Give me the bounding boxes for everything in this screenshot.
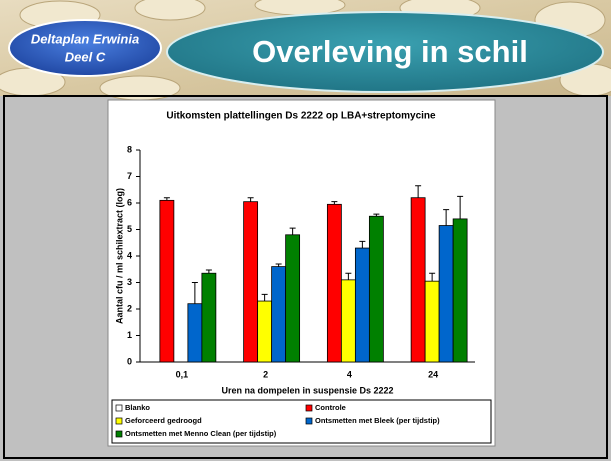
bar	[326, 203, 342, 363]
badge-line2: Deel C	[65, 49, 106, 64]
bar	[368, 215, 384, 363]
error-bar	[289, 227, 296, 235]
chart-title: Uitkomsten plattellingen Ds 2222 op LBA+…	[166, 111, 436, 122]
legend-label: Ontsmetten met Menno Clean (per tijdstip…	[125, 429, 277, 438]
badge	[8, 19, 162, 77]
slide-frame	[3, 95, 608, 459]
error-bar	[429, 272, 436, 282]
title-oval	[166, 11, 604, 93]
bar	[271, 266, 287, 363]
bar	[285, 234, 301, 363]
x-tick-label: 2	[263, 369, 268, 379]
error-bar	[443, 209, 450, 226]
x-tick-label: 4	[347, 369, 352, 379]
badge-line1: Deltaplan Erwinia	[31, 31, 139, 46]
y-tick-label: 2	[127, 303, 132, 313]
bar	[452, 218, 468, 363]
legend-swatch	[305, 417, 313, 425]
y-tick-label: 7	[127, 171, 132, 181]
y-tick-label: 4	[127, 250, 132, 260]
y-tick-label: 0	[127, 356, 132, 366]
legend-label: Blanko	[125, 403, 150, 412]
chart: Uitkomsten plattellingen Ds 2222 op LBA+…	[111, 111, 492, 444]
x-axis-label: Uren na dompelen in suspensie Ds 2222	[221, 385, 393, 395]
bar	[257, 300, 273, 363]
slide-title: Overleving in schil	[252, 34, 528, 69]
error-bar	[247, 197, 254, 202]
y-axis-label: Aantal cfu / ml schilextract (log)	[114, 188, 124, 324]
y-tick-label: 1	[127, 330, 132, 340]
error-bar	[345, 272, 352, 280]
bar	[438, 225, 454, 363]
legend-label: Geforceerd gedroogd	[125, 416, 202, 425]
error-bar	[359, 240, 366, 249]
error-bar	[191, 282, 198, 304]
legend-swatch	[305, 404, 313, 412]
y-tick-label: 5	[127, 224, 132, 234]
error-bar	[163, 197, 170, 201]
bar	[243, 201, 259, 363]
error-bar	[373, 213, 380, 217]
legend-swatch	[115, 417, 123, 425]
bar	[340, 279, 356, 363]
bar	[424, 280, 440, 363]
y-tick-label: 8	[127, 144, 132, 154]
x-tick-label: 24	[428, 369, 438, 379]
legend-swatch	[115, 404, 123, 412]
bar	[354, 247, 370, 363]
error-bar	[457, 195, 464, 219]
legend-box	[111, 399, 492, 444]
y-tick-label: 3	[127, 277, 132, 287]
error-bar	[415, 185, 422, 198]
error-bar	[205, 269, 212, 274]
legend-swatch	[115, 430, 123, 438]
error-bar	[331, 201, 338, 205]
bar	[410, 197, 426, 363]
legend-label: Ontsmetten met Bleek (per tijdstip)	[315, 416, 440, 425]
legend-label: Controle	[315, 403, 346, 412]
bar	[159, 199, 175, 363]
x-tick-label: 0,1	[176, 369, 189, 379]
bar	[201, 272, 217, 363]
error-bar	[261, 293, 268, 302]
error-bar	[275, 263, 282, 267]
y-tick-label: 6	[127, 197, 132, 207]
bar	[187, 303, 203, 363]
